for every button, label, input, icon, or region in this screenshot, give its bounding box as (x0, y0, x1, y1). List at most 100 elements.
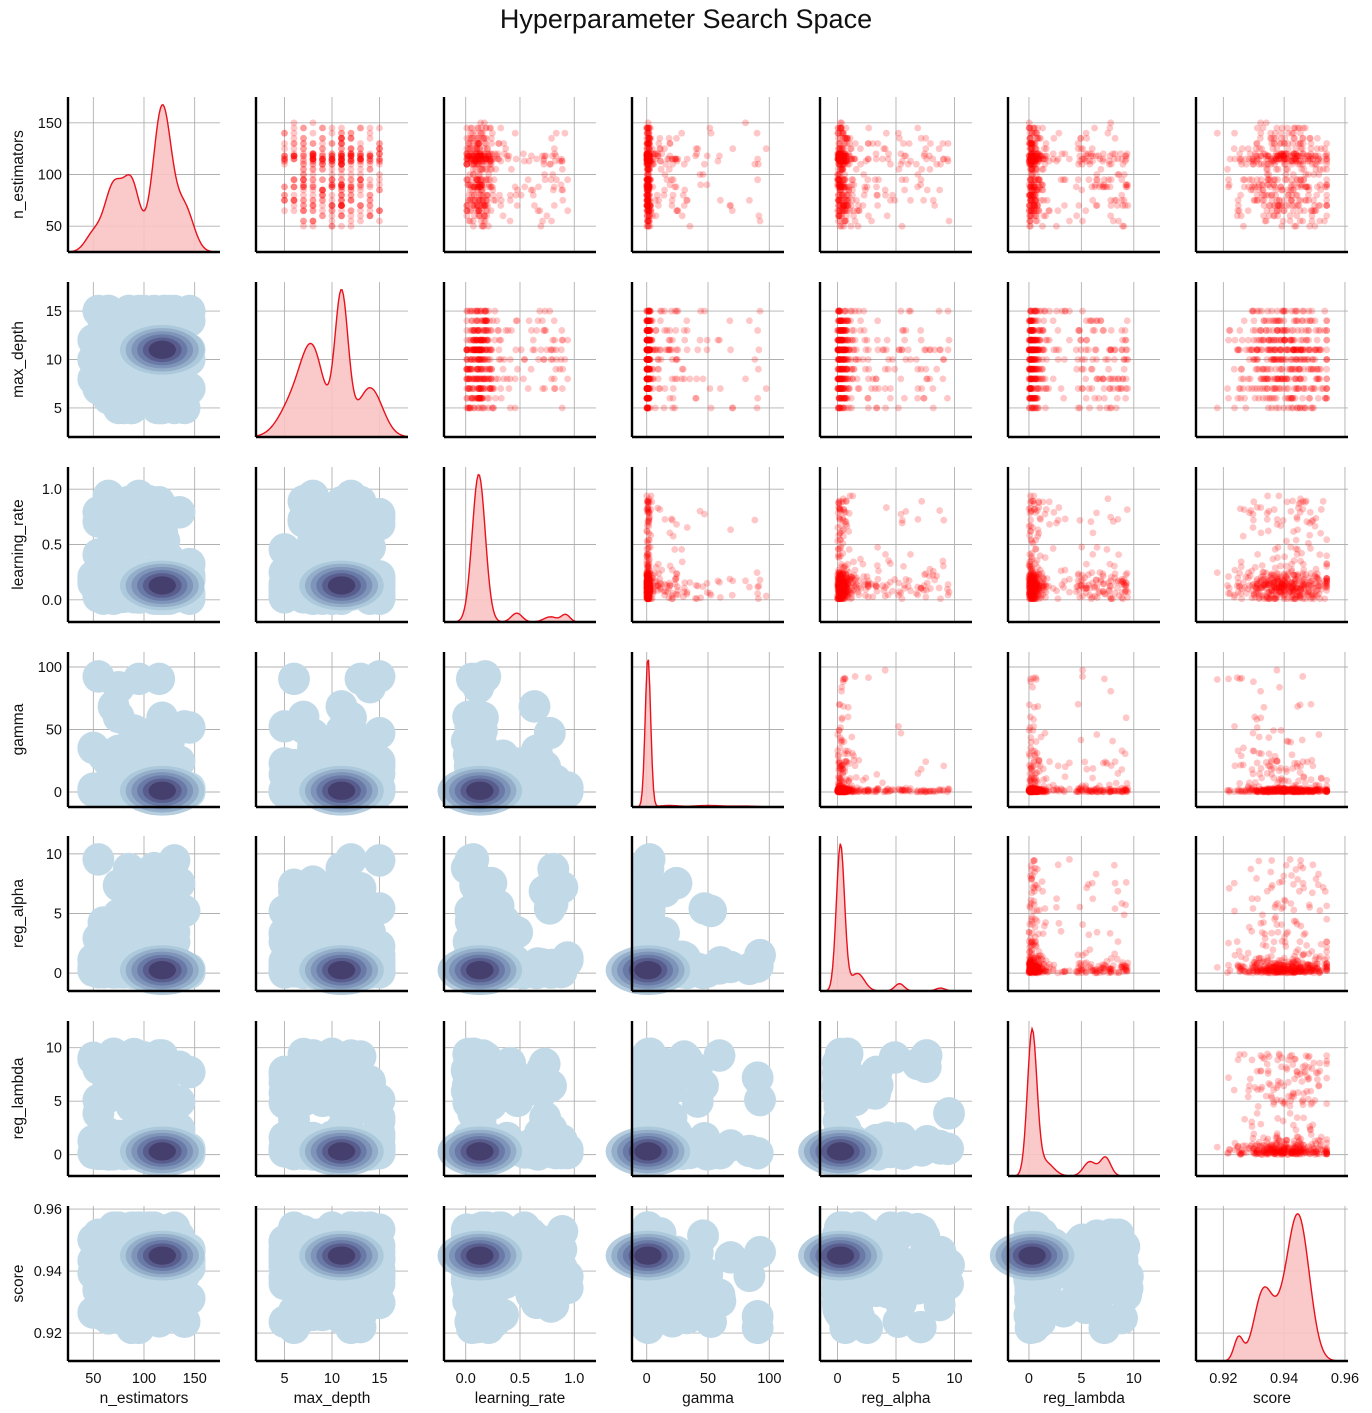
scatter-point (926, 375, 934, 383)
scatter-point (469, 217, 477, 225)
scatter-point (357, 176, 364, 184)
scatter-point (463, 207, 471, 215)
scatter-point (1066, 307, 1073, 315)
scatter-point (476, 150, 483, 158)
scatter-point (895, 404, 902, 412)
scatter-point (1034, 385, 1041, 392)
scatter-point (1093, 317, 1101, 325)
scatter-point (309, 183, 317, 191)
scatter-point (1026, 404, 1034, 412)
scatter-point (338, 152, 345, 160)
scatter-point (474, 196, 482, 204)
scatter-point (674, 346, 682, 354)
scatter-point (1317, 145, 1325, 153)
scatter-point (376, 150, 383, 158)
scatter-point (472, 157, 480, 165)
scatter-point (366, 165, 374, 173)
scatter-point (281, 191, 288, 199)
scatter-point (338, 157, 345, 165)
scatter-point (347, 183, 355, 191)
scatter-point (678, 129, 686, 137)
scatter-point (482, 155, 490, 163)
scatter-point (328, 183, 336, 191)
scatter-point (1089, 327, 1097, 334)
scatter-point (550, 183, 558, 191)
scatter-point (477, 152, 484, 160)
scatter-point (281, 155, 288, 163)
scatter-point (552, 365, 560, 373)
scatter-point (376, 145, 383, 153)
scatter-point (836, 356, 844, 363)
panel-gamma-vs-score (1196, 652, 1348, 807)
scatter-point (281, 157, 288, 165)
scatter-point (926, 140, 934, 147)
scatter-point (1027, 385, 1034, 392)
scatter-point (338, 140, 345, 147)
scatter-point (300, 165, 307, 173)
scatter-point (497, 394, 505, 402)
scatter-point (357, 155, 364, 163)
scatter-point (558, 157, 566, 165)
scatter-point (1213, 129, 1221, 137)
scatter-point (857, 145, 864, 153)
scatter-point (281, 152, 288, 160)
scatter-point (473, 145, 481, 153)
scatter-point (1057, 385, 1065, 392)
scatter-point (467, 155, 475, 163)
scatter-point (1296, 217, 1304, 225)
scatter-point (559, 186, 567, 194)
scatter-point (756, 307, 764, 315)
scatter-point (366, 212, 374, 220)
scatter-point (376, 155, 383, 163)
scatter-point (463, 202, 471, 209)
scatter-point (300, 152, 307, 160)
scatter-point (707, 404, 715, 412)
scatter-point (1077, 336, 1085, 344)
scatter-point (1267, 160, 1275, 168)
scatter-point (669, 385, 677, 392)
scatter-point (1045, 207, 1053, 215)
scatter-point (481, 307, 488, 315)
scatter-point (468, 356, 476, 363)
scatter-point (328, 152, 336, 160)
scatter-point (478, 157, 486, 165)
scatter-point (309, 202, 317, 209)
scatter-point (1118, 155, 1126, 163)
scatter-point (328, 152, 336, 160)
scatter-point (290, 145, 298, 153)
scatter-point (897, 307, 905, 315)
scatter-point (499, 365, 507, 373)
scatter-point (475, 140, 483, 147)
scatter-point (551, 336, 559, 344)
scatter-point (869, 375, 877, 383)
scatter-point (357, 176, 364, 184)
scatter-point (366, 196, 374, 204)
scatter-point (338, 155, 345, 163)
scatter-point (1288, 181, 1296, 189)
scatter-point (357, 155, 364, 163)
scatter-point (754, 176, 762, 184)
scatter-point (1314, 157, 1322, 165)
scatter-point (1225, 183, 1232, 191)
scatter-point (328, 160, 336, 168)
scatter-point (290, 152, 298, 160)
scatter-point (926, 165, 934, 173)
scatter-point (564, 375, 572, 383)
scatter-point (844, 196, 852, 204)
scatter-point (478, 186, 486, 194)
scatter-point (754, 394, 762, 402)
scatter-point (914, 124, 922, 132)
scatter-point (347, 171, 355, 178)
scatter-point (839, 327, 847, 334)
scatter-point (1257, 176, 1265, 184)
kde1d-fill (68, 104, 220, 252)
scatter-point (328, 181, 336, 189)
scatter-point (338, 134, 345, 142)
scatter-point (309, 150, 317, 158)
scatter-point (338, 186, 345, 194)
scatter-point (347, 157, 355, 165)
chart-title: Hyperparameter Search Space (499, 4, 873, 34)
scatter-point (319, 176, 326, 184)
scatter-point (935, 307, 943, 315)
scatter-point (1074, 404, 1082, 412)
